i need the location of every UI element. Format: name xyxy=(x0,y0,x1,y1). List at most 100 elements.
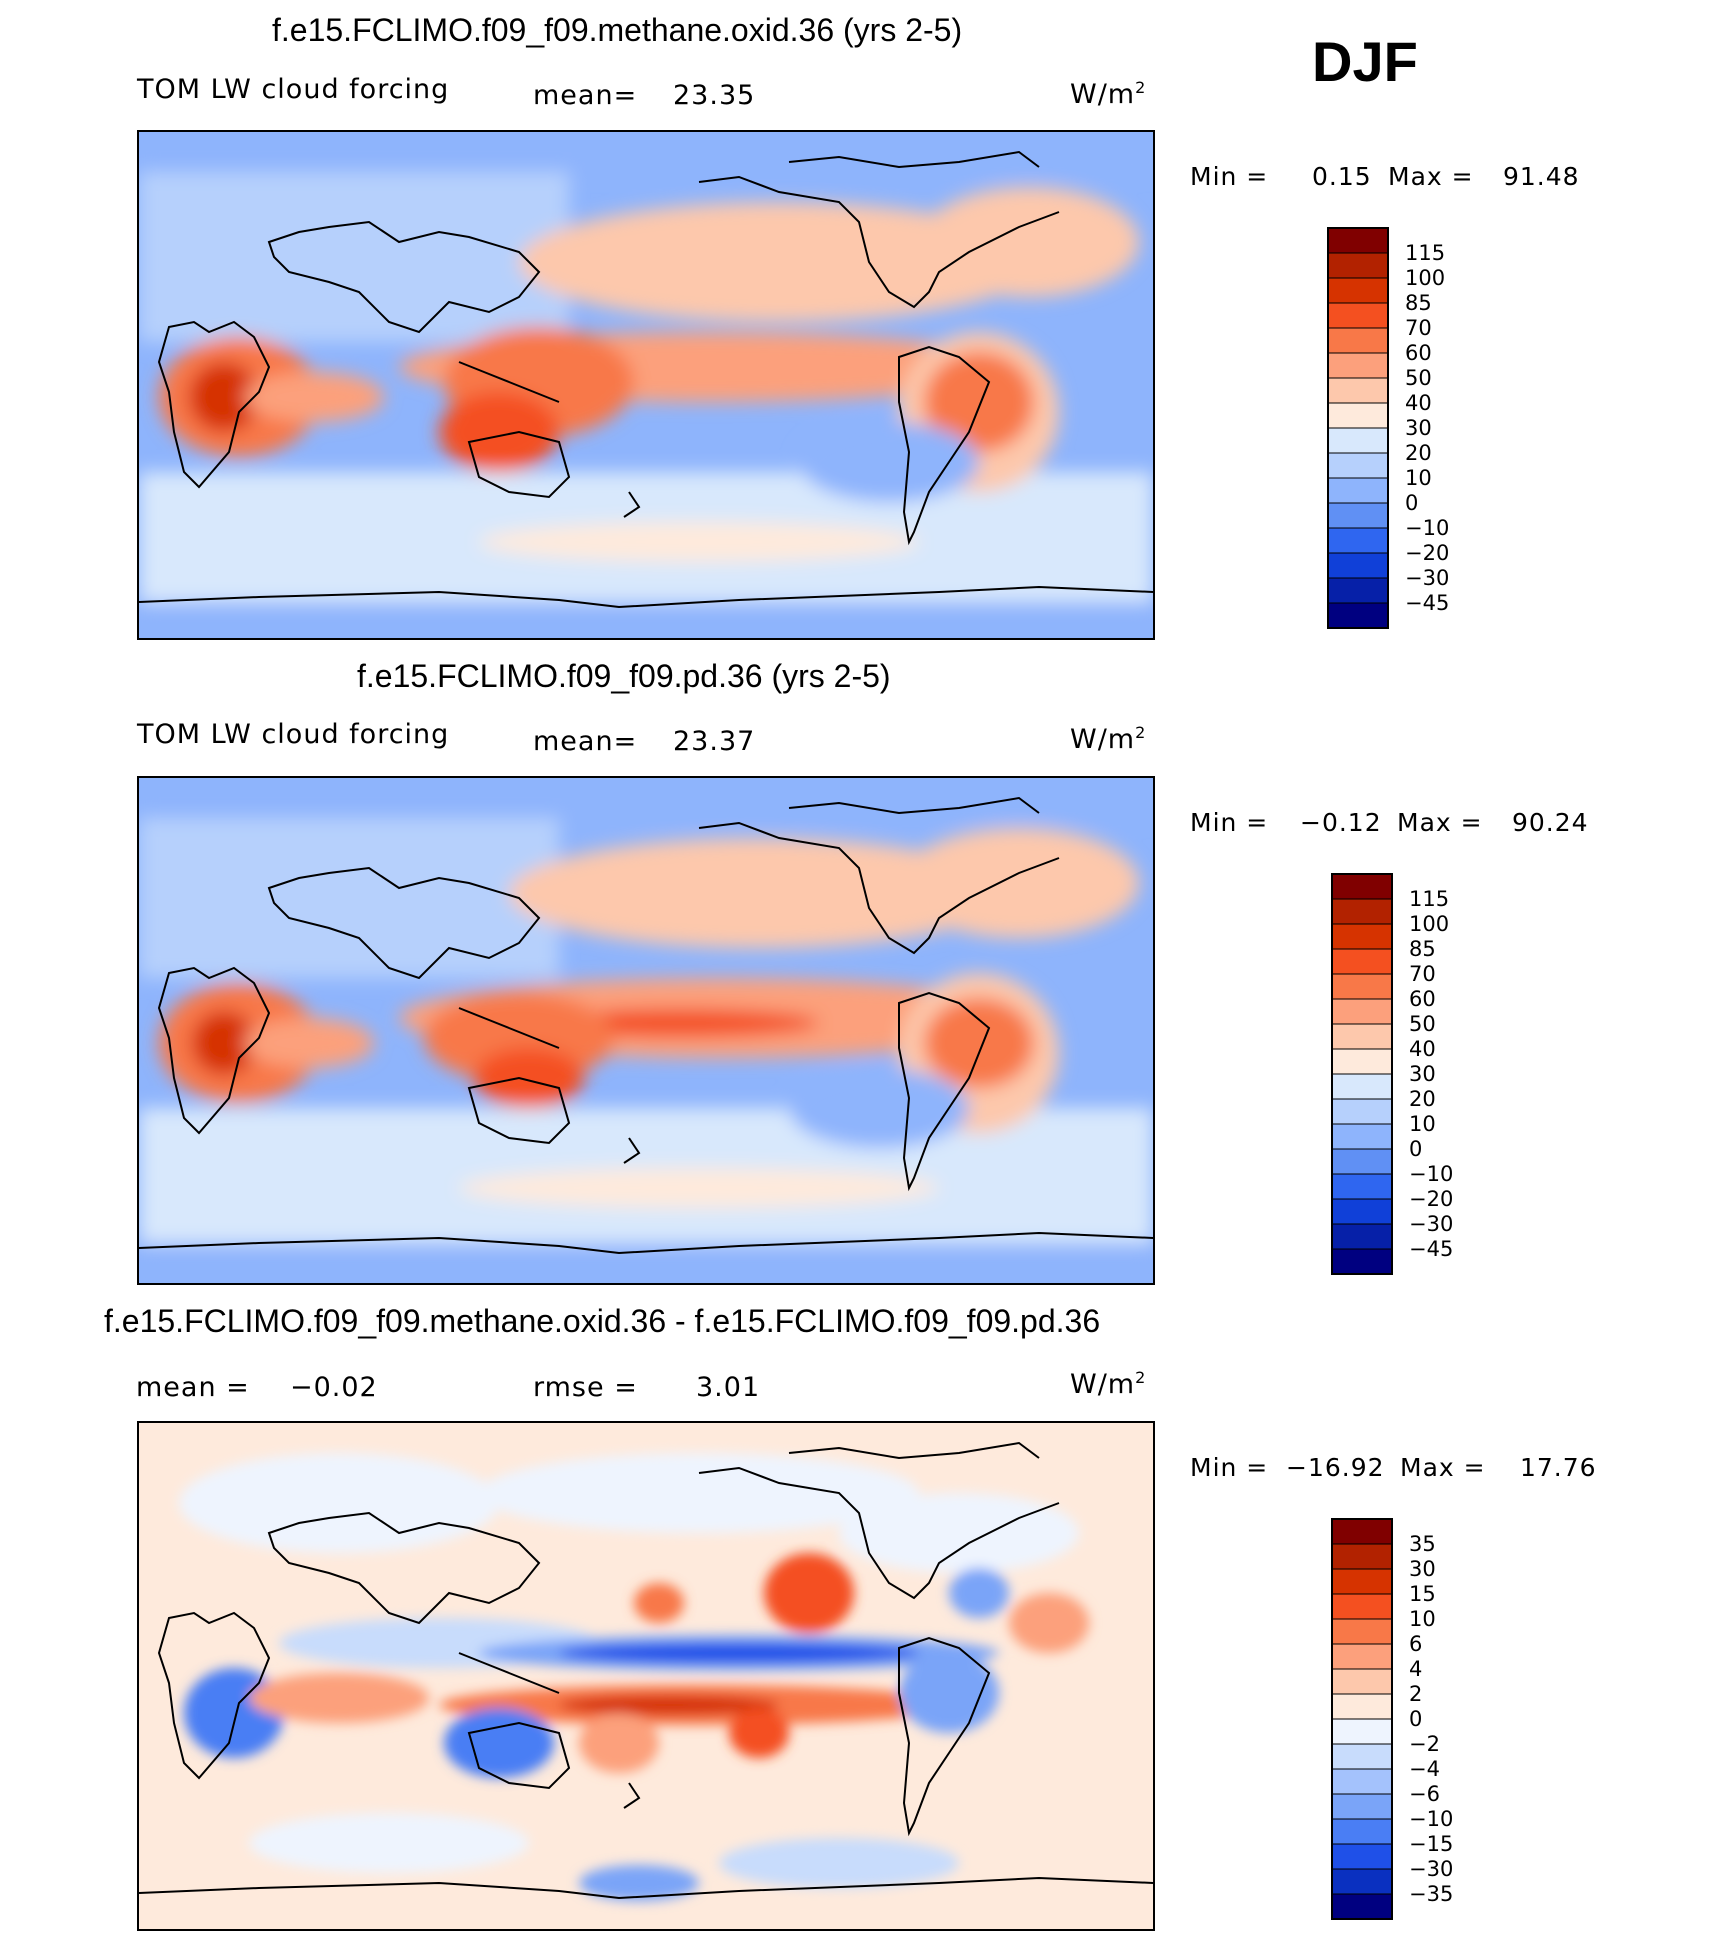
panel-3-rmse-value: 3.01 xyxy=(696,1372,761,1403)
colorbar-cell xyxy=(1327,327,1389,354)
colorbar-cell xyxy=(1331,1223,1393,1250)
colorbar-tick-label: −20 xyxy=(1409,1187,1453,1211)
colorbar-cell xyxy=(1331,1543,1393,1570)
colorbar-tick-label: 10 xyxy=(1405,466,1432,490)
colorbar-cell xyxy=(1327,302,1389,329)
panel-3-map-svg xyxy=(139,1423,1153,1929)
panel-3-min-value: −16.92 xyxy=(1286,1453,1385,1482)
panel-2-max-value: 90.24 xyxy=(1512,808,1589,837)
panel-3-min-label: Min = xyxy=(1190,1453,1269,1482)
panel-3-max-label: Max = xyxy=(1400,1453,1486,1482)
colorbar-cell xyxy=(1331,1668,1393,1695)
colorbar-tick-label: −10 xyxy=(1409,1162,1453,1186)
panel-2-title: f.e15.FCLIMO.f09_f09.pd.36 (yrs 2-5) xyxy=(357,658,891,694)
colorbar-tick-label: −20 xyxy=(1405,541,1449,565)
colorbar-tick-label: −10 xyxy=(1409,1807,1453,1831)
panel-2-mean-label: mean= xyxy=(533,726,638,757)
colorbar-cell xyxy=(1327,402,1389,429)
colorbar-cell xyxy=(1331,1743,1393,1770)
panel-1-min-value: 0.15 xyxy=(1312,162,1372,191)
colorbar-cell xyxy=(1331,1023,1393,1050)
panel-2-map xyxy=(137,776,1155,1285)
colorbar-cell xyxy=(1331,1123,1393,1150)
colorbar-cell xyxy=(1331,973,1393,1000)
panel-2-mean-value: 23.37 xyxy=(673,726,756,757)
colorbar-cell xyxy=(1331,1818,1393,1845)
colorbar-cell xyxy=(1327,452,1389,479)
panel-1-coastlines xyxy=(139,150,1153,609)
colorbar-tick-label: −6 xyxy=(1409,1782,1440,1806)
colorbar-cell xyxy=(1327,552,1389,579)
colorbar-cell xyxy=(1327,602,1389,629)
panel-1-map-svg xyxy=(139,132,1153,638)
colorbar-cell xyxy=(1331,1098,1393,1125)
colorbar-cell xyxy=(1331,1048,1393,1075)
panel-3-mean-label: mean = xyxy=(136,1372,250,1403)
panel-1-map xyxy=(137,130,1155,640)
colorbar-tick-label: 100 xyxy=(1405,266,1445,290)
colorbar-cell xyxy=(1327,227,1389,254)
panel-3-coastlines xyxy=(139,1441,1153,1900)
colorbar-tick-label: 50 xyxy=(1409,1012,1436,1036)
colorbar-cell xyxy=(1331,923,1393,950)
colorbar-cell xyxy=(1331,1148,1393,1175)
panel-2-colorbar: 115 100 85 70 60 50 40 30 20 10 0 −10 −20 −30 −45 xyxy=(1331,873,1492,1276)
colorbar-tick-label: 30 xyxy=(1409,1557,1436,1581)
colorbar-cell xyxy=(1331,1518,1393,1545)
panel-3-units: W/m2 xyxy=(1070,1368,1147,1400)
colorbar-tick-label: 60 xyxy=(1409,987,1436,1011)
colorbar-cell xyxy=(1331,948,1393,975)
panel-3-rmse-label: rmse = xyxy=(533,1372,638,1403)
colorbar-tick-label: 30 xyxy=(1409,1062,1436,1086)
colorbar-cell xyxy=(1331,1073,1393,1100)
panel-1-units: W/m2 xyxy=(1070,78,1147,110)
colorbar-cell xyxy=(1331,998,1393,1025)
panel-2-variable-label: TOM LW cloud forcing xyxy=(137,719,450,750)
colorbar-outline xyxy=(1327,227,1389,629)
panel-1-max-label: Max = xyxy=(1388,162,1474,191)
colorbar-tick-label: 50 xyxy=(1405,366,1432,390)
colorbar-tick-label: 4 xyxy=(1409,1657,1422,1681)
colorbar-cell xyxy=(1331,1618,1393,1645)
colorbar-cell xyxy=(1327,352,1389,379)
panel-2-units: W/m2 xyxy=(1070,723,1147,755)
panel-3-colorbar: 35 30 15 10 6 4 2 0 −2 −4 −6 −10 −15 −30 −35 xyxy=(1331,1518,1492,1921)
colorbar-tick-label: 70 xyxy=(1405,316,1432,340)
colorbar-cell xyxy=(1327,252,1389,279)
colorbar-cell xyxy=(1331,1768,1393,1795)
panel-1-colorbar: 115 100 85 70 60 50 40 30 20 10 0 −10 −20 −30 −45 xyxy=(1327,227,1488,630)
panel-2-min-label: Min = xyxy=(1190,808,1269,837)
colorbar-cell xyxy=(1331,1718,1393,1745)
colorbar-tick-label: −2 xyxy=(1409,1732,1440,1756)
colorbar-tick-label: 6 xyxy=(1409,1632,1422,1656)
colorbar-cell xyxy=(1331,1868,1393,1895)
colorbar-tick-label: 2 xyxy=(1409,1682,1422,1706)
panel-2-min-value: −0.12 xyxy=(1300,808,1382,837)
panel-2-coastlines xyxy=(139,796,1153,1255)
colorbar-tick-label: −30 xyxy=(1409,1212,1453,1236)
panel-3-map xyxy=(137,1421,1155,1931)
colorbar-tick-label: 85 xyxy=(1409,937,1436,961)
colorbar-tick-label: 115 xyxy=(1409,887,1449,911)
colorbar-tick-label: 0 xyxy=(1409,1137,1422,1161)
colorbar-cell xyxy=(1331,1893,1393,1920)
panel-3-mean-value: −0.02 xyxy=(290,1372,378,1403)
colorbar-outline xyxy=(1331,873,1393,1275)
colorbar-tick-label: 15 xyxy=(1409,1582,1436,1606)
colorbar-cell xyxy=(1331,1568,1393,1595)
panel-1-mean-value: 23.35 xyxy=(673,80,756,111)
colorbar-cell xyxy=(1331,1793,1393,1820)
colorbar-tick-label: −15 xyxy=(1409,1832,1453,1856)
colorbar-cell xyxy=(1331,1173,1393,1200)
colorbar-cell xyxy=(1327,502,1389,529)
colorbar-tick-label: 85 xyxy=(1405,291,1432,315)
panel-2-map-svg xyxy=(139,778,1153,1283)
colorbar-tick-label: 10 xyxy=(1409,1607,1436,1631)
panel-1-mean-label: mean= xyxy=(533,80,638,111)
colorbar-tick-label: 60 xyxy=(1405,341,1432,365)
colorbar-cell xyxy=(1331,1248,1393,1275)
colorbar-tick-label: 115 xyxy=(1405,241,1445,265)
colorbar-tick-label: 20 xyxy=(1405,441,1432,465)
